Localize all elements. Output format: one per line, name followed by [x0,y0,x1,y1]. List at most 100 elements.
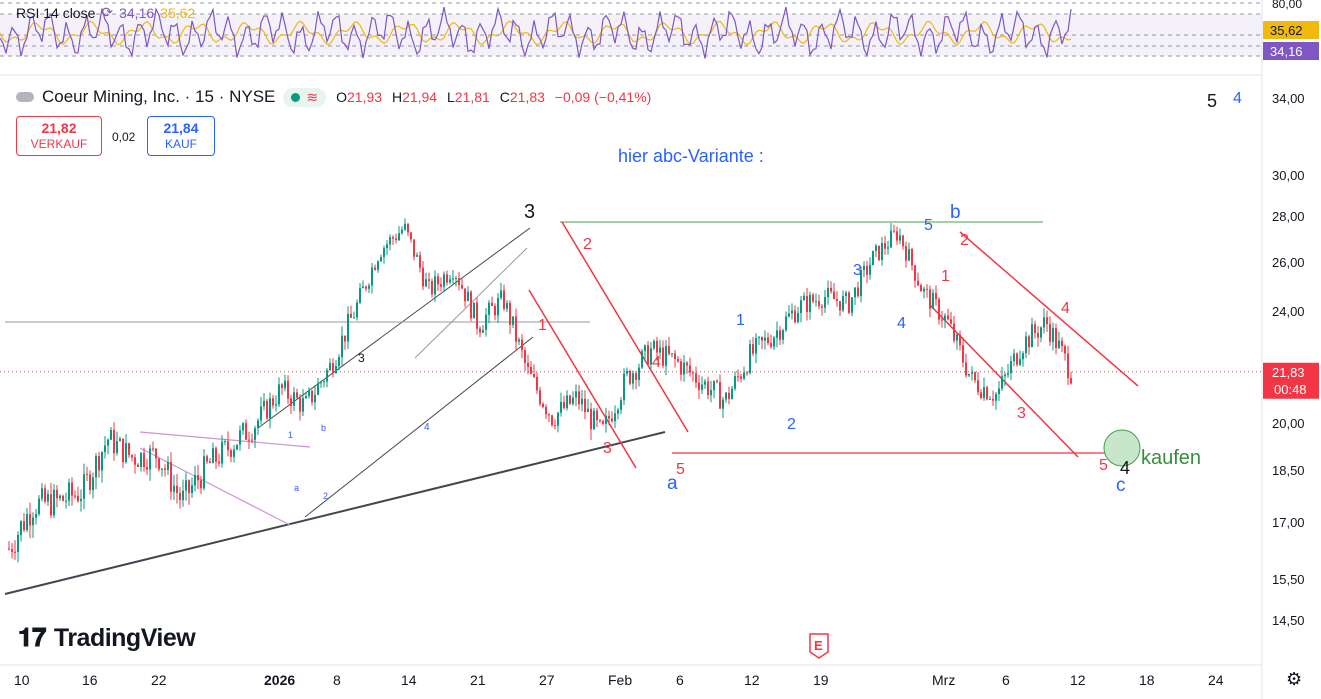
candle-body [578,391,580,405]
candle-body [617,409,619,414]
candle-body [308,390,310,397]
candle-body [575,391,577,398]
candle-body [935,292,937,300]
channel-lower [304,336,534,518]
candle-body [170,462,172,492]
candle-body [674,353,676,360]
candle-body [863,265,865,270]
candle-body [251,439,253,441]
buy-button[interactable]: 21,84 KAUF [147,116,215,156]
symbol-title[interactable]: Coeur Mining, Inc. · 15 · NYSE [42,87,276,106]
candle-body [746,372,748,374]
candle-body [203,456,205,489]
candle-body [287,380,289,399]
close-label: C [499,89,510,105]
red-channel-upper [561,221,689,433]
candle-body [581,398,583,405]
candle-body [65,500,67,502]
candle-body [959,334,961,346]
red-channel2-upper [959,231,1139,387]
candles [8,218,1072,563]
candle-body [17,535,19,552]
candle-body [707,381,709,396]
candle-body [968,373,970,376]
candle-body [626,370,628,374]
candle-body [1013,353,1015,362]
candle-body [20,521,22,536]
wedge-lower [139,447,291,526]
candle-body [815,301,817,303]
market-status-pill[interactable]: ≋ [283,87,327,107]
candle-body [296,392,298,398]
candle-body [368,285,370,289]
candle-body [884,243,886,249]
candle-body [515,316,517,342]
price-axis-tick: 14,50 [1272,613,1305,628]
last-price-tag: 21,83 [1272,365,1305,380]
candle-body [44,488,46,502]
candle-body [920,285,922,292]
wave-annotation: 1 [736,312,745,329]
tradingview-logo: 𝟏𝟕 TradingView [18,622,196,654]
candle-body [833,291,835,300]
candle-body [410,232,412,240]
time-axis-tick: 22 [151,672,167,688]
candle-body [866,265,868,275]
candle-body [50,494,52,516]
buy-price: 21,84 [163,120,199,136]
candle-body [854,287,856,298]
candle-body [29,514,31,526]
rsi-label: RSI 14 close [16,4,96,21]
candle-body [770,343,772,347]
wave-annotation: 2 [323,491,328,501]
price-axis-tick: 20,00 [1272,416,1305,431]
candle-body [893,230,895,232]
candle-body [908,249,910,261]
candle-body [263,400,265,407]
candle-body [161,468,163,470]
candle-body [713,380,715,391]
candle-body [239,430,241,445]
candle-body [1034,324,1036,333]
candle-body [830,287,832,292]
wave-annotation: 4 [1120,458,1130,478]
candle-body [164,468,166,470]
candle-body [809,294,811,312]
candle-body [587,408,589,413]
candle-body [869,265,871,275]
candle-body [599,420,601,422]
candle-body [608,415,610,419]
candle-body [812,294,814,302]
candle-body [656,340,658,353]
wave-annotation: 5 [1099,457,1108,474]
candle-body [902,235,904,247]
candle-body [314,394,316,403]
candle-body [305,396,307,399]
candle-body [362,286,364,289]
candle-body [149,448,151,470]
candle-body [1001,376,1003,389]
time-axis-tick: 6 [1002,672,1010,688]
candle-body [422,267,424,287]
candle-body [848,292,850,313]
candle-body [56,489,58,499]
candle-body [344,335,346,342]
candle-body [977,380,979,393]
time-axis-tick: 14 [401,672,417,688]
channel-upper [257,227,531,429]
sell-price: 21,82 [41,120,77,136]
candle-body [989,398,991,400]
sell-button[interactable]: 21,82 VERKAUF [16,116,102,156]
candle-body [485,314,487,330]
candle-body [521,339,523,351]
candle-body [1010,361,1012,374]
settings-gear-icon[interactable]: ⚙ [1286,669,1303,689]
refresh-icon[interactable]: ⟳ [101,4,114,20]
price-axis-tick: 30,00 [1272,168,1305,183]
candle-body [596,410,598,421]
candle-body [818,301,820,307]
last-price-tag-bg [1263,362,1319,399]
candle-body [452,278,454,280]
wave-annotation: 3 [853,262,862,279]
